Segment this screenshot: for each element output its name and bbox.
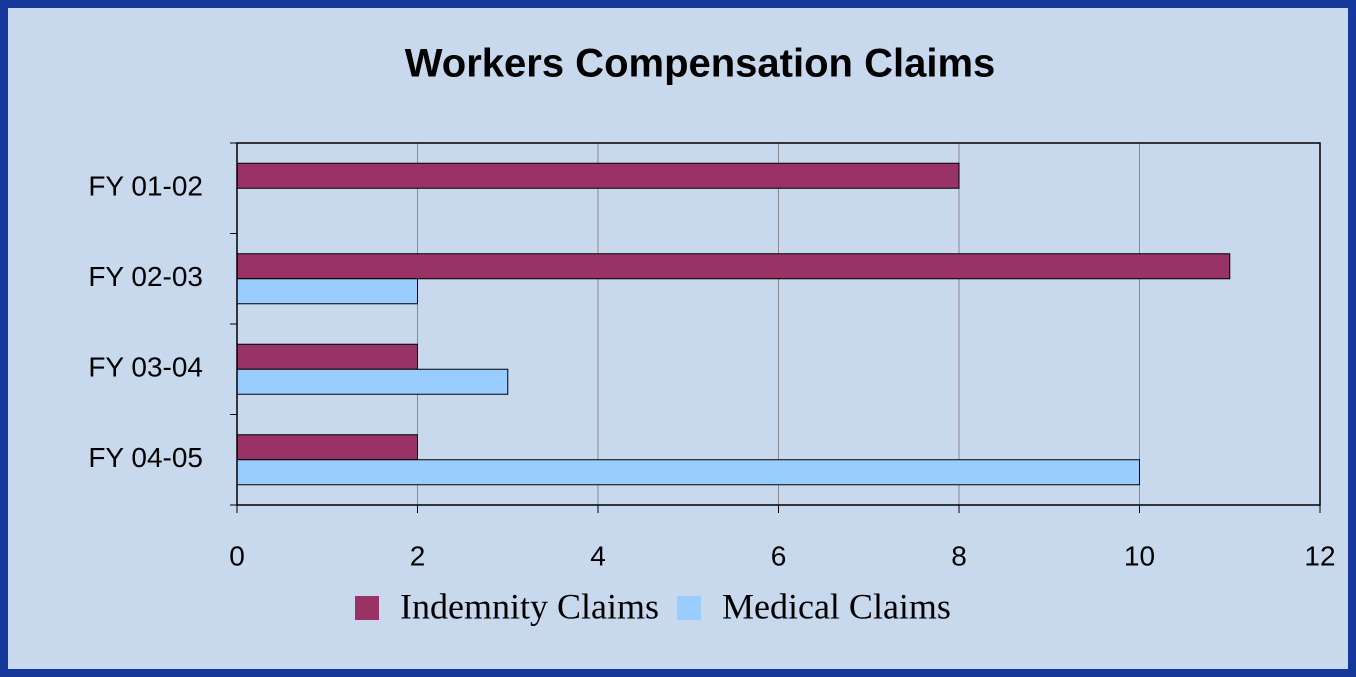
- y-tick-label: FY 03-04: [88, 352, 203, 383]
- legend-label: Medical Claims: [722, 586, 951, 626]
- background: [8, 8, 1348, 669]
- y-tick-label: FY 04-05: [88, 442, 203, 473]
- legend-swatch: [676, 596, 701, 620]
- legend-label: Indemnity Claims: [400, 586, 659, 626]
- x-tick-label: 4: [590, 540, 606, 571]
- bar: [236, 368, 509, 395]
- bar: [236, 278, 418, 305]
- x-tick-label: 6: [771, 540, 787, 571]
- x-tick-label: 2: [410, 540, 426, 571]
- bar: [236, 253, 1231, 280]
- y-tick-label: FY 01-02: [88, 171, 203, 202]
- bar: [236, 162, 960, 189]
- x-tick-label: 12: [1304, 540, 1335, 571]
- bar: [236, 434, 418, 461]
- legend-swatch: [355, 596, 379, 620]
- y-tick-label: FY 02-03: [88, 261, 203, 292]
- bar: [236, 343, 418, 370]
- plot-border: [236, 142, 1321, 506]
- x-tick-label: 0: [229, 540, 245, 571]
- bar: [236, 459, 1140, 486]
- chart-title: Workers Compensation Claims: [405, 42, 996, 86]
- x-tick-label: 10: [1124, 540, 1155, 571]
- x-tick-label: 8: [951, 540, 967, 571]
